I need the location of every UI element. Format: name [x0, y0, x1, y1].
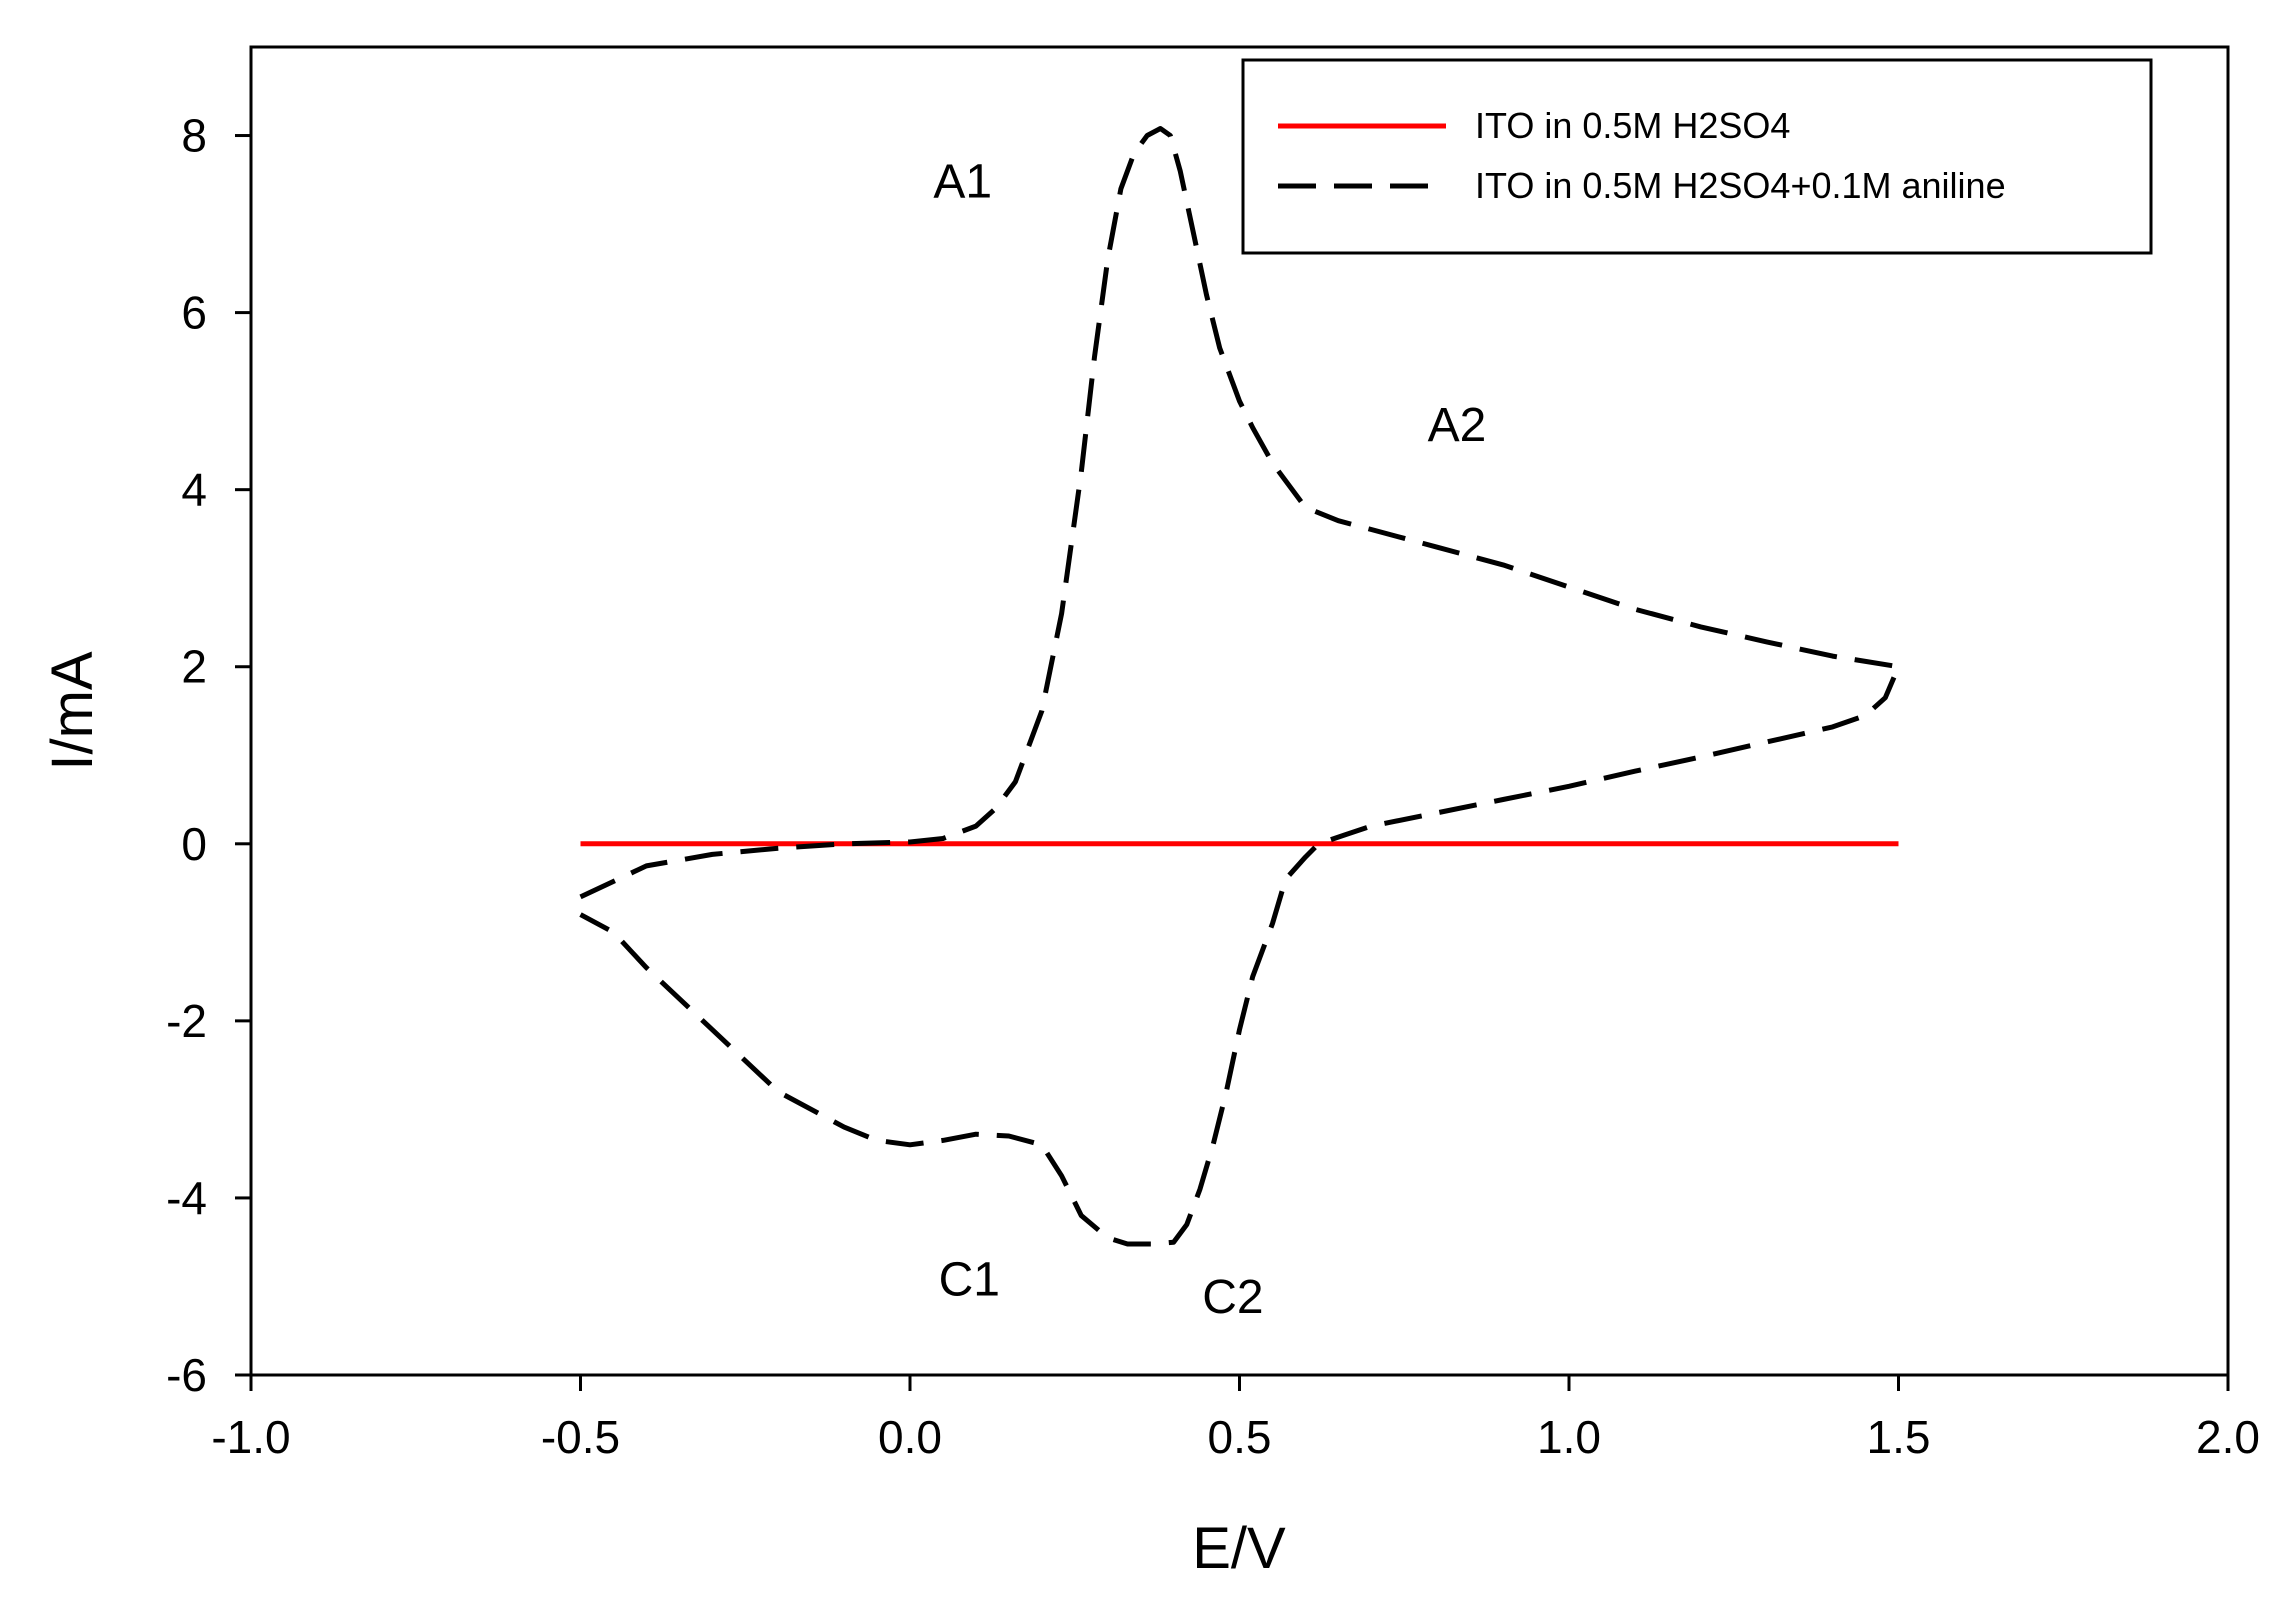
x-tick-label: 0.5 [1208, 1411, 1272, 1463]
series-line-ito-aniline [579, 126, 1901, 1247]
y-tick-label: 0 [181, 818, 207, 870]
annotations: A1 A2 C1 C2 [933, 156, 1486, 1325]
x-axis-ticks: -1.0 -0.5 0.0 0.5 1.0 1.5 2.0 [211, 1375, 2260, 1463]
x-tick-label: 1.5 [1867, 1411, 1931, 1463]
y-tick-label: 8 [181, 110, 207, 162]
annotation-c2: C2 [1202, 1271, 1263, 1324]
y-axis-ticks: -6 -4 -2 0 2 4 6 8 [166, 110, 251, 1401]
x-axis-label: E/V [1192, 1516, 1286, 1581]
series-layer [579, 126, 1901, 1247]
legend-label-ito-aniline: ITO in 0.5M H2SO4+0.1M aniline [1475, 165, 2006, 206]
legend-label-ito-h2so4: ITO in 0.5M H2SO4 [1475, 105, 1790, 146]
y-tick-label: -2 [166, 995, 207, 1047]
x-tick-label: 2.0 [2196, 1411, 2260, 1463]
x-tick-label: 1.0 [1537, 1411, 1601, 1463]
annotation-a2: A2 [1428, 399, 1487, 452]
x-tick-label: -1.0 [211, 1411, 290, 1463]
y-tick-label: -6 [166, 1349, 207, 1401]
legend: ITO in 0.5M H2SO4 ITO in 0.5M H2SO4+0.1M… [1241, 58, 2153, 255]
y-tick-label: -4 [166, 1172, 207, 1224]
y-tick-label: 6 [181, 287, 207, 339]
annotation-a1: A1 [933, 156, 992, 209]
legend-box [1241, 58, 2153, 255]
y-tick-label: 2 [181, 641, 207, 693]
x-tick-label: -0.5 [541, 1411, 620, 1463]
y-tick-label: 4 [181, 464, 207, 516]
y-axis-label: I/mA [40, 651, 105, 771]
annotation-c1: C1 [939, 1253, 1000, 1306]
x-tick-label: 0.0 [878, 1411, 942, 1463]
